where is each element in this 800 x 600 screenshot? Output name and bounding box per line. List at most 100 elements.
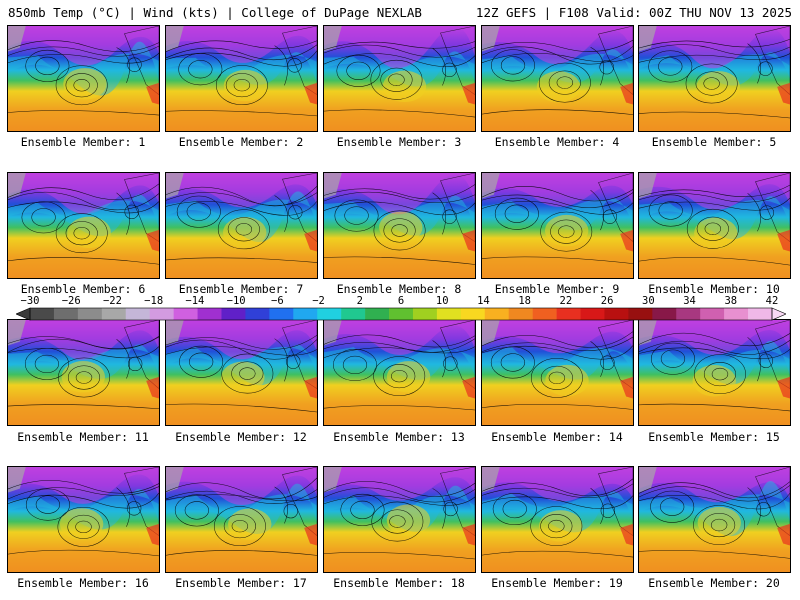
ensemble-member-panel [165, 172, 318, 279]
ensemble-member-panel [481, 172, 634, 279]
ensemble-member-panel [165, 319, 318, 426]
colorbar-segment [508, 308, 533, 320]
ensemble-member-label: Ensemble Member: 3 [336, 135, 462, 149]
temperature-map [324, 26, 475, 131]
ensemble-member-panel [7, 25, 160, 132]
temperature-map [324, 320, 475, 425]
colorbar-segment [341, 308, 366, 320]
colorbar-segment [149, 308, 174, 320]
colorbar-tick-label: −18 [144, 295, 164, 307]
ensemble-member-panel [638, 25, 791, 132]
ensemble-member-label: Ensemble Member: 18 [333, 576, 465, 590]
colorbar-segment [221, 308, 246, 320]
ensemble-member-panel [638, 319, 791, 426]
colorbar-segment [724, 308, 749, 320]
colorbar-tick-label: 42 [765, 295, 779, 307]
colorbar-segment [484, 308, 510, 320]
colorbar-tick-labels: −30 −26 −22 −18 −14 −10 −6 −2 2 6 10 14 18 22 26 30 34 38… [16, 295, 786, 307]
temperature-map [639, 26, 790, 131]
temperature-map [166, 467, 317, 572]
temperature-map [639, 320, 790, 425]
colorbar-tick-label: −26 [61, 295, 81, 307]
colorbar-segment [580, 308, 605, 320]
ensemble-member-label: Ensemble Member: 11 [17, 430, 149, 444]
temperature-map [482, 467, 633, 572]
ensemble-member-panel [7, 466, 160, 573]
ensemble-member-label: Ensemble Member: 15 [648, 430, 780, 444]
temperature-map [482, 26, 633, 131]
ensemble-member-panel [323, 25, 476, 132]
colorbar-tick-label: 18 [518, 295, 531, 307]
ensemble-member-label: Ensemble Member: 19 [491, 576, 623, 590]
temperature-map [166, 173, 317, 278]
colorbar-tick-label: −6 [271, 295, 284, 307]
ensemble-member-panel [323, 466, 476, 573]
colorbar-tick-label: −14 [185, 295, 205, 307]
ensemble-member-panel [481, 466, 634, 573]
colorbar-tick-label: −10 [226, 295, 246, 307]
colorbar-segment [77, 308, 103, 320]
colorbar-tick-label: 2 [356, 295, 363, 307]
colorbar-segment [748, 308, 773, 320]
colorbar-segment [700, 308, 725, 320]
colorbar-segment [101, 308, 127, 320]
ensemble-member-panel [323, 172, 476, 279]
colorbar-tick-label: −22 [102, 295, 122, 307]
ensemble-member-label: Ensemble Member: 2 [178, 135, 304, 149]
colorbar-tick-label: 38 [724, 295, 738, 307]
temperature-colorbar [16, 307, 786, 321]
ensemble-member-panel [323, 319, 476, 426]
colorbar-segment [269, 308, 294, 320]
ensemble-member-panel [7, 172, 160, 279]
ensemble-member-label: Ensemble Member: 1 [20, 135, 146, 149]
colorbar-segment [53, 308, 79, 320]
colorbar-segment [365, 308, 390, 320]
temperature-map [166, 26, 317, 131]
colorbar-svg [16, 307, 786, 321]
model-valid-time: 12Z GEFS | F108 Valid: 00Z THU NOV 13 20… [475, 5, 792, 20]
ensemble-member-label: Ensemble Member: 16 [17, 576, 149, 590]
ensemble-member-panel [638, 466, 791, 573]
ensemble-member-panel [165, 466, 318, 573]
colorbar-tick-label: −30 [20, 295, 40, 307]
temperature-map [482, 320, 633, 425]
ensemble-member-label: Ensemble Member: 6 [20, 282, 146, 296]
colorbar-segment [676, 308, 701, 320]
ensemble-member-label: Ensemble Member: 4 [494, 135, 620, 149]
colorbar-segment [197, 308, 222, 320]
temperature-map [8, 173, 159, 278]
ensemble-member-panel [638, 172, 791, 279]
colorbar-segment [460, 308, 486, 320]
colorbar-max-arrow [771, 307, 786, 321]
colorbar-tick-label: 10 [435, 295, 449, 307]
colorbar-tick-label: 22 [559, 295, 573, 307]
ensemble-member-panel [165, 25, 318, 132]
colorbar-segment [125, 308, 150, 320]
colorbar-segment [532, 308, 557, 320]
temperature-map [324, 173, 475, 278]
colorbar-segment [604, 308, 629, 320]
temperature-map [324, 467, 475, 572]
colorbar-tick-label: −2 [312, 295, 325, 307]
colorbar-segment [293, 308, 318, 320]
temperature-map [639, 467, 790, 572]
ensemble-member-label: Ensemble Member: 17 [175, 576, 307, 590]
colorbar-tick-label: 26 [600, 295, 614, 307]
temperature-map [166, 320, 317, 425]
colorbar-tick-label: 30 [642, 295, 655, 307]
colorbar-segment [245, 308, 270, 320]
colorbar-segment [389, 308, 414, 320]
colorbar-segment [173, 308, 198, 320]
temperature-map [482, 173, 633, 278]
colorbar-min-arrow [16, 307, 31, 321]
colorbar-segment [30, 308, 55, 320]
ensemble-member-label: Ensemble Member: 5 [651, 135, 777, 149]
temperature-map [8, 320, 159, 425]
colorbar-segment [436, 308, 462, 320]
ensemble-member-label: Ensemble Member: 14 [491, 430, 623, 444]
ensemble-member-label: Ensemble Member: 7 [178, 282, 304, 296]
ensemble-member-label: Ensemble Member: 9 [494, 282, 620, 296]
colorbar-tick-label: 14 [477, 295, 490, 307]
ensemble-member-label: Ensemble Member: 8 [336, 282, 462, 296]
ensemble-member-label: Ensemble Member: 10 [648, 282, 780, 296]
